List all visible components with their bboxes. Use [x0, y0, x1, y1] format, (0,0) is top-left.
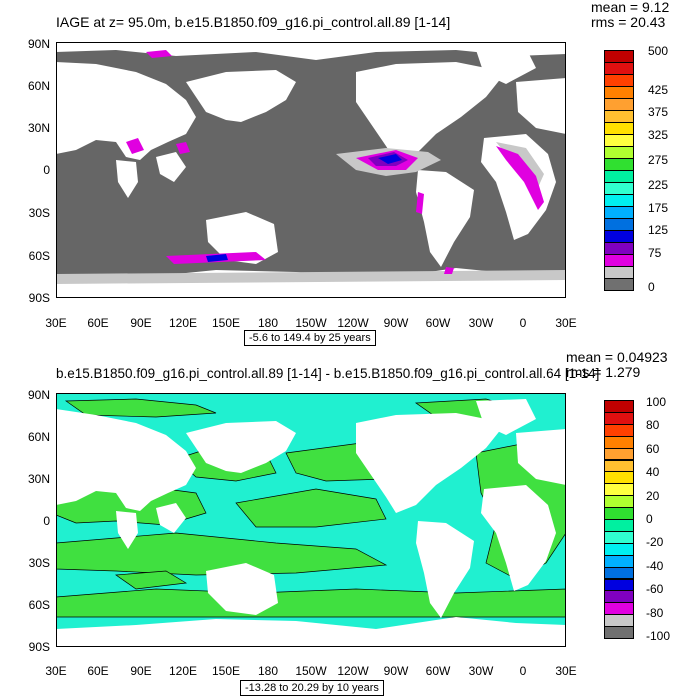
top-colorbar-label: 0 — [648, 280, 655, 294]
bottom-colorbar-label: 100 — [646, 395, 667, 409]
bottom-lat-tick: 60N — [27, 430, 50, 444]
bottom-lat-tick: 30N — [27, 472, 50, 486]
top-lat-tick: 30S — [28, 206, 50, 220]
bottom-lon-tick: 30W — [468, 664, 494, 678]
bottom-lon-tick: 180 — [257, 664, 279, 678]
top-lon-tick: 120E — [168, 316, 198, 330]
bottom-lat-tick: 60S — [28, 598, 50, 612]
bottom-lon-tick: 90W — [383, 664, 409, 678]
bottom-rms-stat: rms = 1.279 — [566, 364, 641, 380]
bottom-colorbar-label: -20 — [646, 535, 664, 549]
top-contour-range: -5.6 to 149.4 by 25 years — [244, 330, 376, 346]
top-lon-tick: 90W — [383, 316, 409, 330]
bottom-colorbar-label: 0 — [646, 512, 653, 526]
top-colorbar-label: 225 — [648, 178, 669, 192]
top-colorbar-label: 125 — [648, 223, 669, 237]
bottom-map-frame — [56, 393, 566, 647]
colorbar-swatch — [604, 626, 634, 639]
bottom-lon-tick: 150W — [295, 664, 327, 678]
top-lon-tick: 30W — [468, 316, 494, 330]
bottom-colorbar-label: 40 — [646, 465, 660, 479]
top-lon-tick: 0 — [519, 316, 527, 330]
top-map-frame — [56, 42, 566, 298]
bottom-colorbar-label: -60 — [646, 582, 664, 596]
bottom-lon-tick: 150E — [211, 664, 241, 678]
bottom-map-title: b.e15.B1850.f09_g16.pi_control.all.89 [1… — [56, 366, 600, 381]
top-high-age-features — [126, 50, 544, 274]
top-lon-tick: 180 — [257, 316, 279, 330]
top-lon-tick: 60E — [87, 316, 109, 330]
top-colorbar-label: 175 — [648, 201, 669, 215]
bottom-lat-tick: 30S — [28, 556, 50, 570]
bottom-lat-tick: 0 — [43, 514, 50, 528]
top-rms-stat: rms = 20.43 — [591, 14, 666, 30]
top-colorbar — [604, 50, 634, 291]
bottom-lon-tick: 60W — [425, 664, 451, 678]
top-lon-tick: 120W — [337, 316, 369, 330]
top-lon-tick: 150W — [295, 316, 327, 330]
top-lat-tick: 90S — [28, 291, 50, 305]
top-colorbar-label: 275 — [648, 153, 669, 167]
bottom-lon-tick: 120E — [168, 664, 198, 678]
bottom-contour-range: -13.28 to 20.29 by 10 years — [240, 680, 384, 696]
top-colorbar-label: 500 — [648, 44, 669, 58]
bottom-land-masses — [56, 399, 566, 647]
top-map — [56, 42, 566, 298]
top-lon-tick: 60W — [425, 316, 451, 330]
bottom-lon-tick: 120W — [337, 664, 369, 678]
bottom-map — [56, 393, 566, 647]
top-lon-tick: 30E — [45, 316, 67, 330]
top-colorbar-label: 425 — [648, 83, 669, 97]
bottom-lon-tick: 30E — [555, 664, 577, 678]
bottom-colorbar-label: 80 — [646, 418, 660, 432]
top-lat-tick: 60S — [28, 249, 50, 263]
top-lat-tick: 60N — [27, 79, 50, 93]
bottom-lon-tick: 90E — [130, 664, 152, 678]
top-lat-tick: 0 — [43, 163, 50, 177]
bottom-lon-tick: 60E — [87, 664, 109, 678]
bottom-colorbar-label: 20 — [646, 489, 660, 503]
bottom-colorbar-label: -80 — [646, 606, 664, 620]
bottom-lat-tick: 90S — [28, 640, 50, 654]
top-lat-tick: 90N — [27, 37, 50, 51]
colorbar-swatch — [604, 278, 634, 291]
top-land-masses — [56, 42, 566, 298]
top-mean-stat: mean = 9.12 — [591, 0, 670, 15]
bottom-colorbar-label: -100 — [646, 629, 671, 643]
top-colorbar-label: 75 — [648, 246, 662, 260]
top-lon-tick: 90E — [130, 316, 152, 330]
top-map-title: IAGE at z= 95.0m, b.e15.B1850.f09_g16.pi… — [56, 14, 451, 30]
bottom-lon-tick: 30E — [45, 664, 67, 678]
top-lat-tick: 30N — [27, 121, 50, 135]
top-colorbar-label: 325 — [648, 128, 669, 142]
bottom-colorbar — [604, 400, 634, 639]
top-colorbar-label: 375 — [648, 105, 669, 119]
bottom-mean-stat: mean = 0.04923 — [566, 349, 668, 365]
bottom-colorbar-label: -40 — [646, 559, 664, 573]
bottom-lat-tick: 90N — [27, 388, 50, 402]
bottom-lon-tick: 0 — [519, 664, 527, 678]
top-lon-tick: 150E — [211, 316, 241, 330]
top-lon-tick: 30E — [555, 316, 577, 330]
bottom-colorbar-label: 60 — [646, 442, 660, 456]
